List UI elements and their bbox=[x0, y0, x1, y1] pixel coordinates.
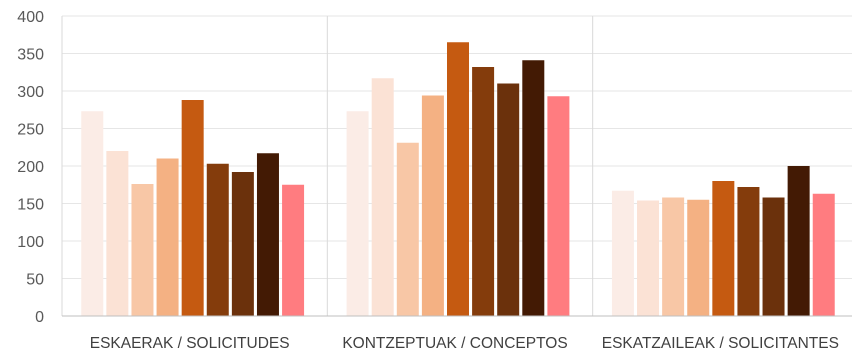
bar-1-7 bbox=[231, 172, 254, 316]
y-tick-label: 50 bbox=[26, 272, 44, 289]
bar-2-3 bbox=[396, 142, 419, 316]
bar-1-9 bbox=[282, 184, 305, 316]
bar-3-3 bbox=[662, 197, 685, 316]
x-category-label: KONTZEPTUAK / CONCEPTOS bbox=[342, 335, 567, 352]
bar-1-1 bbox=[81, 111, 104, 316]
bar-3-4 bbox=[687, 199, 710, 316]
bar-2-2 bbox=[371, 78, 394, 316]
category-separators bbox=[61, 16, 594, 316]
bar-1-2 bbox=[106, 151, 129, 316]
y-tick-label: 300 bbox=[17, 84, 44, 101]
bar-1-8 bbox=[256, 153, 279, 316]
y-tick-label: 100 bbox=[17, 234, 44, 251]
bar-3-1 bbox=[611, 190, 634, 316]
bar-2-1 bbox=[346, 111, 369, 316]
bar-3-8 bbox=[787, 166, 810, 316]
y-tick-label: 400 bbox=[17, 9, 44, 26]
bar-3-5 bbox=[712, 181, 735, 316]
bar-3-7 bbox=[762, 197, 785, 316]
bar-2-5 bbox=[447, 42, 469, 316]
bar-2-8 bbox=[522, 60, 545, 316]
x-axis: ESKAERAK / SOLICITUDES KONTZEPTUAK / CONC… bbox=[62, 315, 852, 352]
y-tick-label: 150 bbox=[17, 197, 44, 214]
bar-1-4 bbox=[156, 158, 179, 316]
bar-1-6 bbox=[206, 163, 229, 316]
y-tick-label: 250 bbox=[17, 122, 44, 139]
y-axis: 0 50 100 150 200 250 300 350 400 bbox=[17, 9, 44, 326]
bar-2-9 bbox=[547, 96, 570, 316]
x-category-label: ESKAERAK / SOLICITUDES bbox=[90, 335, 290, 352]
bar-2-6 bbox=[472, 67, 495, 316]
bar-1-5 bbox=[181, 100, 204, 316]
y-tick-label: 0 bbox=[35, 309, 44, 326]
bar-3-6 bbox=[737, 187, 760, 316]
bar-3-9 bbox=[812, 193, 835, 316]
bar-2-7 bbox=[497, 83, 520, 316]
bar-2-4 bbox=[421, 95, 444, 316]
y-tick-label: 350 bbox=[17, 47, 44, 64]
x-category-label: ESKATZAILEAK / SOLICITANTES bbox=[602, 335, 839, 352]
y-tick-label: 200 bbox=[17, 159, 44, 176]
bar-1-3 bbox=[131, 184, 154, 316]
bar-3-2 bbox=[637, 200, 660, 316]
bars bbox=[81, 42, 835, 316]
